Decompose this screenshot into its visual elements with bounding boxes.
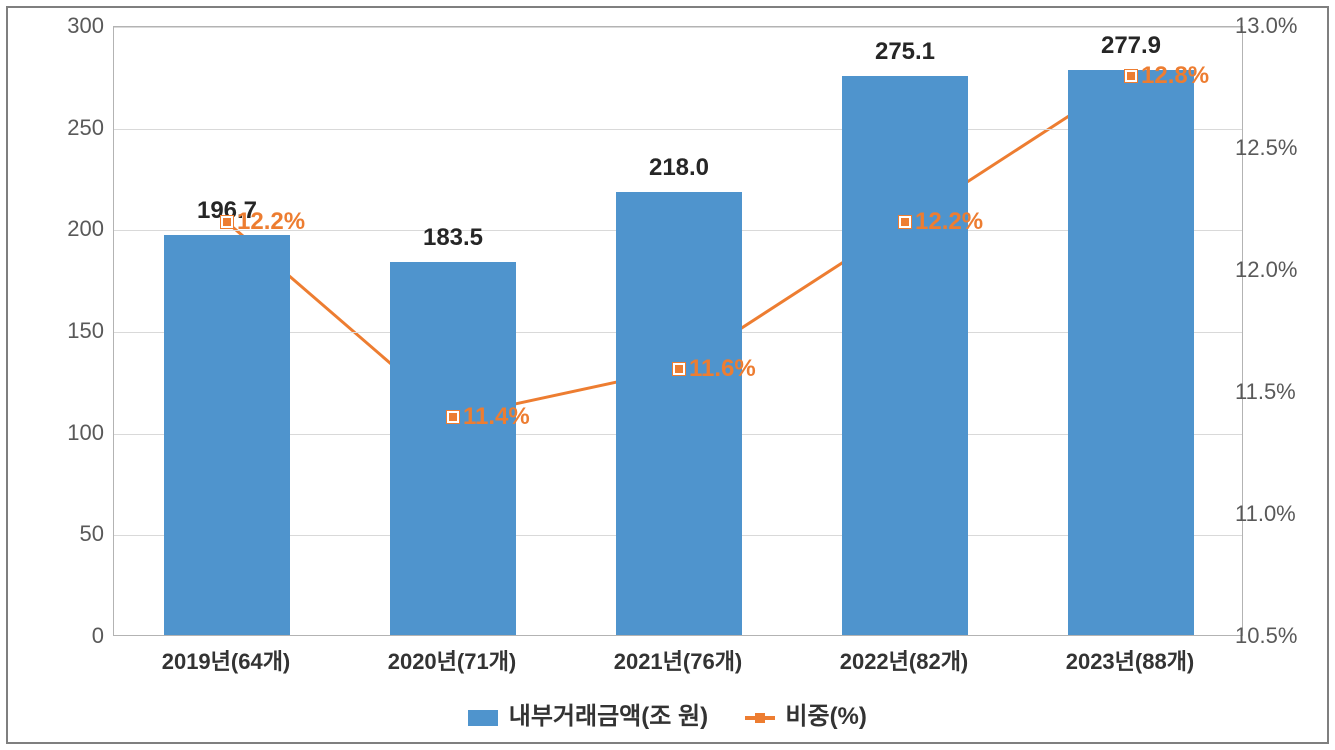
x-tick-label: 2020년(71개) xyxy=(339,644,565,676)
x-tick-label: 2021년(76개) xyxy=(565,644,791,676)
line-value-label: 12.8% xyxy=(1141,62,1209,90)
bar xyxy=(616,192,743,635)
y1-tick-label: 300 xyxy=(14,13,104,39)
y1-tick-label: 0 xyxy=(14,623,104,649)
line-value-label: 12.2% xyxy=(915,208,983,236)
line-marker xyxy=(673,363,685,375)
y1-tick-label: 200 xyxy=(14,216,104,242)
bar-value-label: 183.5 xyxy=(383,224,523,252)
bar xyxy=(164,235,291,635)
y2-tick-label: 13.0% xyxy=(1235,13,1325,39)
y1-tick-label: 50 xyxy=(14,521,104,547)
legend-label-bars: 내부거래금액(조 원) xyxy=(509,703,708,730)
x-tick-label: 2022년(82개) xyxy=(791,644,1017,676)
y2-tick-label: 12.0% xyxy=(1235,257,1325,283)
y1-tick-label: 250 xyxy=(14,115,104,141)
y2-tick-label: 11.0% xyxy=(1235,501,1325,527)
line-value-label: 11.4% xyxy=(463,403,530,431)
line-marker xyxy=(1125,70,1137,82)
x-tick-label: 2023년(88개) xyxy=(1017,644,1243,676)
y1-tick-label: 100 xyxy=(14,420,104,446)
chart-frame: 196.7183.5218.0275.1277.912.2%11.4%11.6%… xyxy=(6,6,1329,744)
bar xyxy=(1068,70,1195,635)
legend-label-line: 비중(%) xyxy=(785,703,866,730)
line-marker xyxy=(447,411,459,423)
gridline xyxy=(114,27,1242,28)
line-marker xyxy=(221,216,233,228)
y2-tick-label: 11.5% xyxy=(1235,379,1325,405)
y1-tick-label: 150 xyxy=(14,318,104,344)
legend-swatch-bar xyxy=(468,710,498,726)
bar-value-label: 218.0 xyxy=(609,154,749,182)
bar-value-label: 277.9 xyxy=(1061,32,1201,60)
bar xyxy=(390,262,517,635)
bar xyxy=(842,76,969,635)
line-value-label: 12.2% xyxy=(237,208,305,236)
line-marker xyxy=(899,216,911,228)
x-tick-label: 2019년(64개) xyxy=(113,644,339,676)
legend-swatch-line xyxy=(745,716,775,720)
plot-area: 196.7183.5218.0275.1277.912.2%11.4%11.6%… xyxy=(113,26,1243,636)
y2-tick-label: 12.5% xyxy=(1235,135,1325,161)
bar-value-label: 275.1 xyxy=(835,38,975,66)
y2-tick-label: 10.5% xyxy=(1235,623,1325,649)
legend: 내부거래금액(조 원) 비중(%) xyxy=(8,696,1327,731)
line-value-label: 11.6% xyxy=(689,355,756,383)
